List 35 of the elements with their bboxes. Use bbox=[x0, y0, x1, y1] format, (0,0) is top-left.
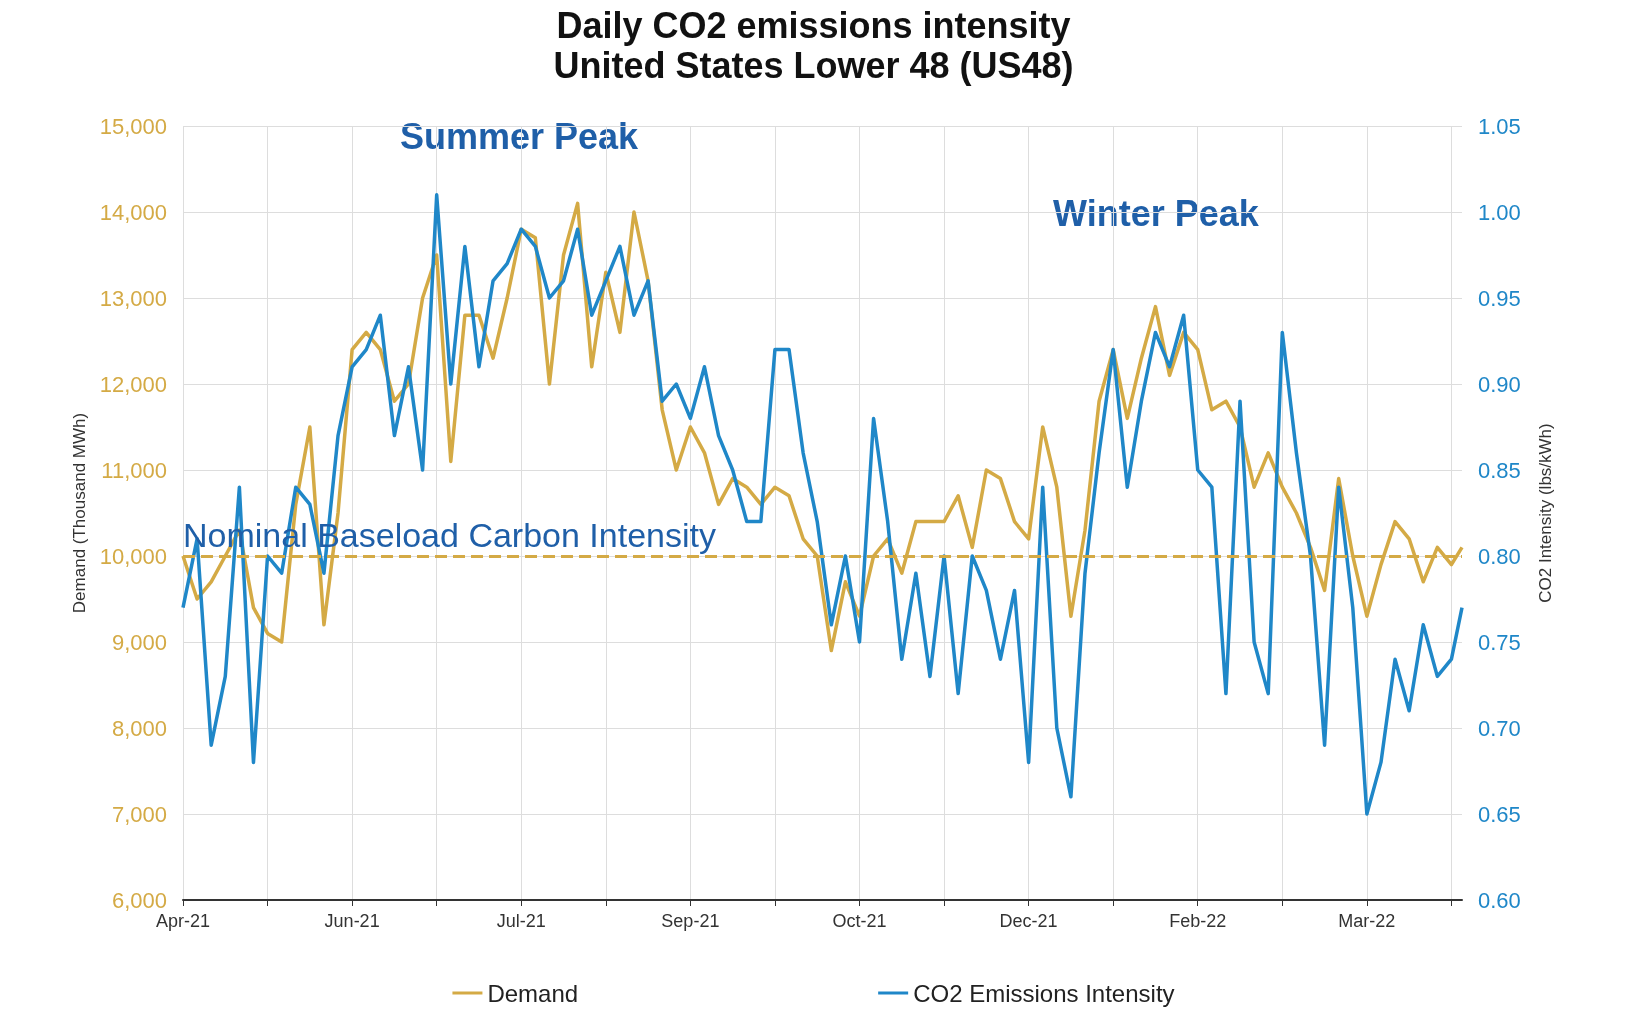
y2-tick-label: 0.85 bbox=[1478, 457, 1521, 483]
line-series bbox=[181, 193, 1464, 816]
y-tick-label: 6,000 bbox=[111, 887, 167, 913]
y-tick-label: 8,000 bbox=[111, 715, 167, 741]
x-tick-label: Oct-21 bbox=[832, 911, 887, 931]
x-tick-label: Sep-21 bbox=[661, 911, 720, 931]
y2-tick-label: 0.95 bbox=[1478, 285, 1521, 311]
y2-axis-title: CO2 Intensity (lbs/kWh) bbox=[1536, 423, 1555, 603]
y-axis-title: Demand (Thousand MWh) bbox=[70, 412, 89, 614]
y-tick-label: 15,000 bbox=[99, 113, 167, 139]
y2-tick-label: 0.75 bbox=[1478, 629, 1521, 655]
x-tick-label: Feb-22 bbox=[1169, 911, 1227, 931]
y-tick-label: 7,000 bbox=[111, 801, 167, 827]
chart-title: Daily CO2 emissions intensity bbox=[556, 4, 1071, 46]
x-tick-label: Jun-21 bbox=[324, 911, 380, 931]
y2-tick-label: 0.80 bbox=[1478, 543, 1521, 569]
y2-tick-label: 0.70 bbox=[1478, 715, 1521, 741]
y-tick-label: 10,000 bbox=[99, 543, 167, 569]
legend-label: Demand bbox=[487, 979, 579, 1007]
y-tick-label: 11,000 bbox=[101, 457, 167, 483]
y2-tick-label: 0.60 bbox=[1478, 887, 1521, 913]
annotation: Summer Peak bbox=[400, 115, 640, 157]
y2-tick-label: 1.00 bbox=[1478, 199, 1521, 225]
x-tick-label: Jul-21 bbox=[496, 911, 546, 931]
y2-tick-label: 0.65 bbox=[1478, 801, 1521, 827]
y-tick-label: 12,000 bbox=[99, 371, 167, 397]
y-tick-label: 9,000 bbox=[111, 629, 167, 655]
y-tick-label: 14,000 bbox=[99, 199, 167, 225]
x-tick-label: Dec-21 bbox=[999, 911, 1058, 931]
y2-tick-label: 0.90 bbox=[1478, 371, 1521, 397]
x-tick-label: Mar-22 bbox=[1338, 911, 1396, 931]
y-tick-label: 13,000 bbox=[99, 285, 167, 311]
y2-tick-label: 1.05 bbox=[1478, 113, 1521, 139]
legend-label: CO2 Emissions Intensity bbox=[913, 979, 1175, 1007]
x-tick-label: Apr-21 bbox=[155, 911, 211, 931]
